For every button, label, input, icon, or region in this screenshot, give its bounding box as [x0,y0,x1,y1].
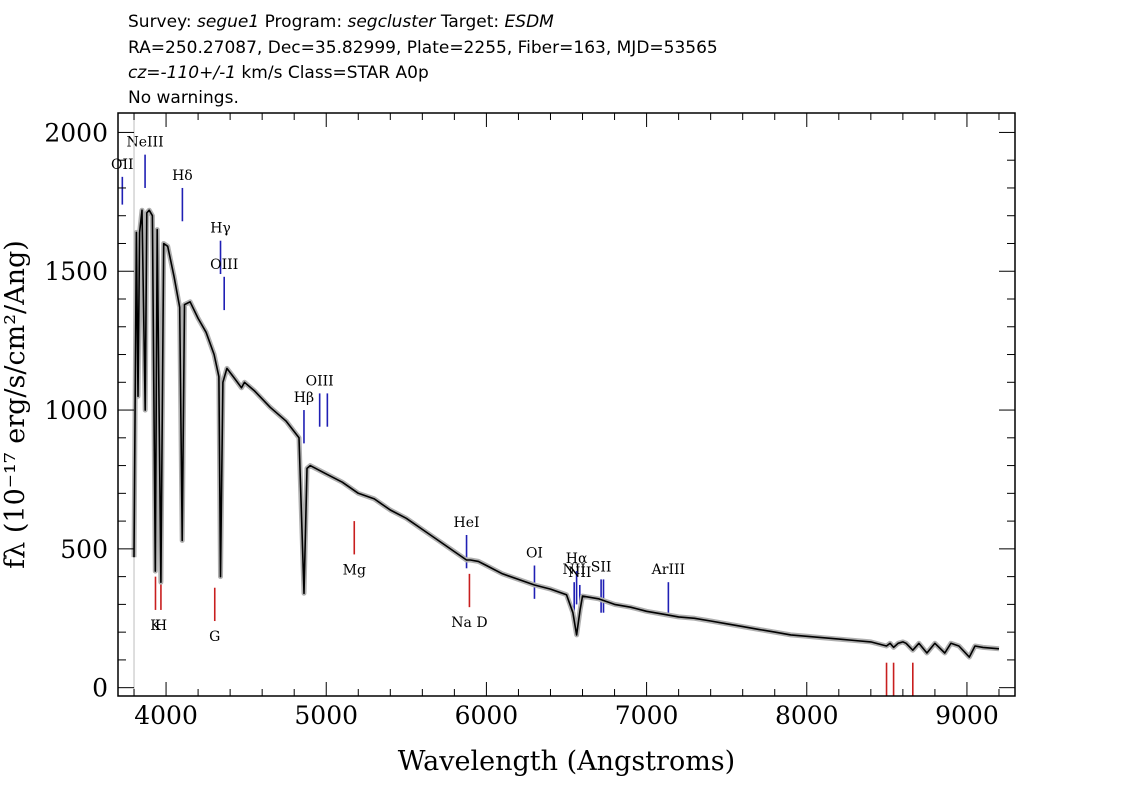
emission-line-label: NII [563,562,586,578]
emission-line-label: NeIII [126,135,163,151]
spectrum-line [133,209,1000,658]
emission-line-label: HeI [454,515,480,531]
x-tick-label: 7000 [615,701,679,730]
emission-line-label: OI [526,546,543,562]
absorption-line-label: Mg [343,562,366,578]
spectrum-error-band [131,207,1000,660]
header-line-1: Survey: segue1 Program: segcluster Targe… [128,12,554,32]
header-line-2: RA=250.27087, Dec=35.82999, Plate=2255, … [128,38,718,58]
emission-line-label: NII [568,565,591,581]
absorption-line-label: H [155,618,167,634]
absorption-line-label: G [209,629,220,645]
target-value: ESDM [504,12,554,32]
header-line-4: No warnings. [128,88,239,108]
plot-frame [117,112,1016,697]
absorption-line-label: K [150,618,161,634]
y-tick-label: 2000 [44,118,108,147]
survey-value: segue1 [197,12,260,32]
emission-line-label: Hδ [172,168,193,184]
y-tick-label: 0 [92,674,108,703]
x-tick-label: 6000 [455,701,519,730]
emission-line-label: Hβ [294,390,314,406]
y-tick-label: 1000 [44,396,108,425]
program-value: segcluster [347,12,436,32]
x-tick-label: 4000 [134,701,198,730]
y-tick-label: 1500 [44,257,108,286]
x-axis-title: Wavelength (Angstroms) [398,746,735,777]
x-tick-label: 9000 [935,701,999,730]
emission-line-label: OIII [210,257,238,273]
emission-line-label: Hα [566,551,588,567]
cz-value: -110+/-1 [160,63,237,83]
program-key: Program: [264,12,343,32]
cz-key: cz= [128,63,161,83]
emission-line-label: ArIII [651,562,685,578]
y-axis-title: fλ (10⁻¹⁷ erg/s/cm²/Ang) [0,240,31,569]
cz-rest: km/s Class=STAR A0p [236,63,429,83]
x-tick-label: 8000 [775,701,839,730]
emission-line-label: OIII [306,373,334,389]
survey-key: Survey: [128,12,192,32]
header-line-3: cz=-110+/-1 km/s Class=STAR A0p [128,63,429,83]
error-band-layer [131,113,1000,696]
x-tick-label: 5000 [294,701,358,730]
emission-line-label: SII [591,559,612,575]
spectrum-layer [133,209,1000,658]
axes-layer: 4000 5000 6000 7000 8000 9000 0 500 1000 1500 2000 [44,112,1016,730]
emission-line-label: Hγ [210,221,231,237]
emission-line-label: OII [111,157,134,173]
absorption-line-label: Na D [451,615,487,631]
target-key: Target: [440,12,500,32]
y-tick-label: 500 [60,535,108,564]
